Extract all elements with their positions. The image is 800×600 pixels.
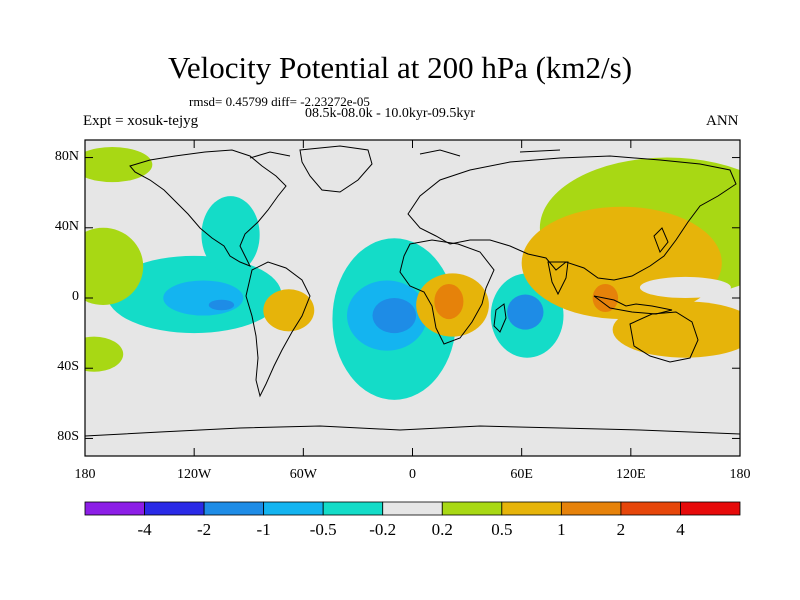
colorbar-swatch-7 — [501, 501, 562, 516]
coast-eurasia — [407, 155, 737, 281]
coast-africa — [399, 239, 495, 345]
contour-region-5 — [85, 227, 144, 306]
coast-greenland — [299, 145, 373, 193]
axis-ticks — [84, 140, 741, 456]
colorbar-swatch-2 — [203, 501, 265, 516]
y-tick-label: 40N — [54, 218, 79, 234]
colorbar-label: 0.5 — [491, 520, 513, 539]
colorbar-swatch-9 — [620, 501, 681, 516]
contour-region-0 — [85, 147, 153, 183]
coast-antarctica — [85, 425, 740, 437]
x-tick-label: 0 — [409, 467, 416, 482]
contour-region-2 — [201, 196, 260, 274]
y-tick-label: 0 — [72, 289, 79, 304]
contour-region-7 — [263, 289, 315, 332]
x-tick-label: 60W — [289, 467, 317, 482]
colorbar-label: -4 — [137, 520, 152, 539]
coast-maritime-continent — [593, 295, 673, 315]
colorbar-label: -2 — [196, 520, 212, 539]
contour-region-12 — [434, 283, 464, 320]
coast-north-america — [129, 149, 287, 267]
coastlines — [85, 145, 740, 437]
coast-japan — [653, 227, 669, 253]
colorbar-label: -0.5 — [309, 520, 337, 539]
colorbar-label: 0.2 — [431, 520, 453, 539]
contour-region-4 — [208, 299, 235, 311]
y-tick-label: 40S — [57, 359, 79, 375]
contour-region-10 — [372, 298, 417, 334]
coast-australia — [629, 311, 699, 363]
period-subtitle: 08.5k-08.0k - 10.0kyr-09.5kyr — [305, 106, 476, 121]
stats-subtitle: rmsd= 0.45799 diff= -2.23272e-05 — [189, 94, 370, 109]
x-tick-label: 180 — [74, 467, 96, 482]
coast-india — [547, 261, 569, 296]
contour-region-14 — [507, 294, 544, 330]
colorbar-swatch-0 — [84, 501, 145, 516]
coast-south-america — [245, 261, 311, 398]
x-tick-label: 120W — [177, 467, 212, 482]
x-tick-label: 60E — [510, 467, 533, 482]
colorbar-swatch-3 — [263, 501, 324, 516]
contour-region-19 — [639, 276, 731, 298]
colorbar-swatch-5 — [382, 501, 443, 516]
colorbar-label: 2 — [616, 520, 626, 539]
x-tick-label: 120E — [616, 467, 646, 482]
colorbar — [84, 501, 741, 516]
coast-madagascar — [493, 303, 507, 333]
colorbar-swatch-6 — [441, 501, 503, 516]
colorbar-label: 1 — [557, 520, 566, 539]
experiment-label: Expt = xosuk-tejyg — [83, 113, 199, 129]
colorbar-swatch-10 — [680, 501, 741, 516]
colorbar-label: -1 — [256, 520, 271, 539]
contour-region-3 — [163, 280, 244, 316]
colorbar-swatch-8 — [560, 501, 622, 516]
y-tick-label: 80S — [57, 429, 79, 445]
colorbar-swatch-1 — [144, 501, 205, 516]
colorbar-label: -0.2 — [369, 520, 397, 539]
chart-title: Velocity Potential at 200 hPa (km2/s) — [167, 50, 633, 85]
contour-field — [85, 147, 740, 400]
season-label: ANN — [706, 113, 739, 129]
y-tick-label: 80N — [54, 148, 79, 164]
contour-region-6 — [85, 336, 124, 372]
colorbar-swatch-4 — [322, 501, 384, 516]
colorbar-label: 4 — [676, 520, 685, 539]
coast-arctic-islands — [249, 149, 561, 159]
x-tick-label: 180 — [729, 467, 751, 482]
contour-region-18 — [612, 301, 740, 358]
